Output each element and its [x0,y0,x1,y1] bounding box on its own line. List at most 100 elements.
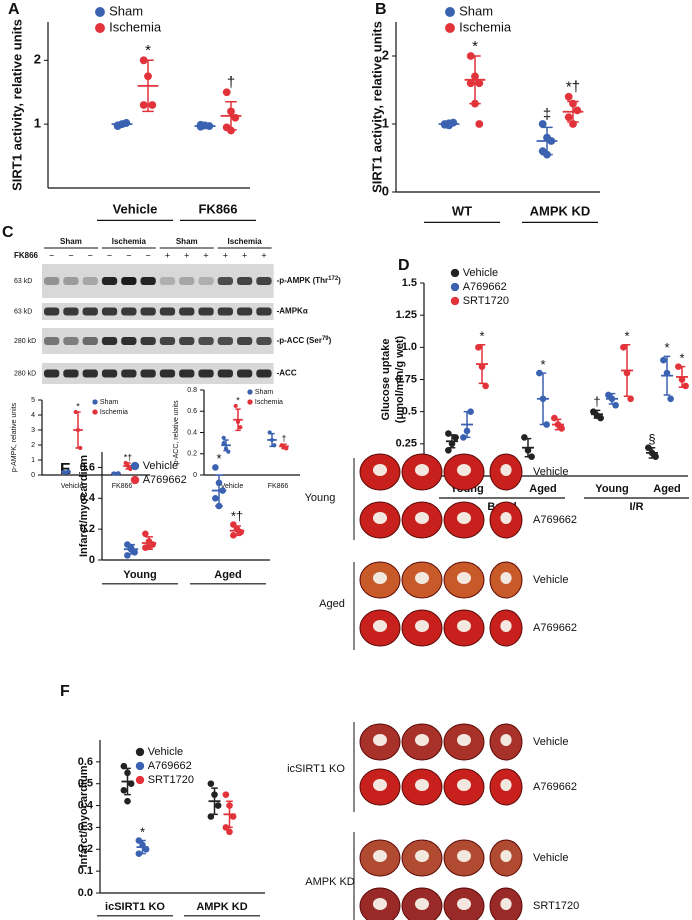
slice-cavity [500,734,512,746]
blot-band [198,307,214,316]
photo-row-label: Vehicle [533,466,568,478]
x-tick-label: Vehicle [113,201,158,216]
error-bar [63,470,69,474]
x-tick-label: WT [452,203,472,218]
blot-band [101,307,118,316]
slice-cavity [415,898,429,910]
panel-label: F [60,683,70,700]
data-point [222,824,230,831]
error-bar [199,123,211,129]
y-axis-label: SIRT1 activity, relative units [369,21,384,193]
blot-band [44,369,60,378]
slice-cavity [457,898,471,910]
data-point [660,356,667,364]
blot-band [82,337,98,345]
slice-cavity [415,572,429,584]
y-tick-label: 0.6 [78,756,93,768]
legend-label: SRT1720 [148,774,194,786]
data-point [212,464,219,471]
blot-row-label: -ACC [277,369,297,378]
legend-label: Ischemia [109,19,162,34]
error-bar [463,410,471,439]
blot-sign: + [184,250,189,260]
blot-band [63,277,79,285]
annotation: * [216,451,221,466]
error-bar [541,126,553,156]
blot-sign: − [68,250,73,260]
blot-band [237,337,253,345]
data-point [452,434,459,441]
y-tick-label: 0.4 [187,429,197,436]
y-tick-label: 0.2 [187,451,197,458]
annotation: * [145,42,151,59]
data-point [538,120,547,128]
error-bar [539,372,547,426]
y-tick-label: 1 [31,457,35,464]
blot-row-label-text: -AMPKα [277,307,308,316]
error-bar [113,472,119,475]
legend-marker [92,409,98,415]
blot-band [101,277,118,285]
annotation: * [140,824,145,839]
blot-band [159,277,176,285]
error-bar [215,474,223,507]
data-point [233,403,238,409]
error-bar [524,437,532,458]
error-bar [233,525,241,537]
blot-band [63,369,79,378]
error-bar [211,787,218,816]
error-bar [139,839,146,855]
y-tick-label: 0.75 [396,373,417,385]
slice-cavity [415,850,429,862]
annotation: * [624,328,629,343]
error-bar [443,121,455,127]
blot-band [101,337,118,345]
y-axis-label: p-ACC, relative units [173,400,180,465]
panel-label: E [60,461,71,478]
photo-group-label: AMPK KD [305,876,355,888]
data-point [612,401,619,409]
blot-band [82,277,98,285]
data-point [142,530,149,538]
blot-band [198,337,214,345]
blot-band [140,307,156,316]
legend-marker [95,23,105,33]
y-tick-label: 1.5 [402,277,417,289]
data-point [120,786,128,794]
y-tick-label: 0.25 [396,438,417,450]
photo-row-label: A769662 [533,781,577,793]
blot-band [179,307,195,316]
annotation: * [479,328,484,343]
photo-group-label: Aged [319,598,345,610]
slice-cavity [500,464,512,476]
x-tick-label: FK866 [268,483,289,490]
y-tick-label: 0 [193,472,197,479]
data-point [207,780,215,788]
data-point [124,552,131,559]
data-point [536,369,543,377]
blot-band [217,369,233,378]
photo-row-label: A769662 [533,622,577,634]
annotation: * [76,401,80,411]
error-bar [75,411,81,449]
legend-label: Sham [100,399,118,406]
data-point [135,850,143,857]
y-tick-label: 0 [31,472,35,479]
slice-cavity [457,512,471,524]
blot-band [63,337,79,345]
blot-mw: 280 kD [14,338,36,345]
data-point [482,382,489,390]
data-point [528,453,535,461]
blot-band [159,337,176,345]
legend-marker [247,399,253,405]
blot-band [140,277,156,285]
legend-marker [130,475,140,485]
blot-band [217,337,233,345]
data-point [475,79,484,88]
data-point [558,425,565,432]
error-bar [554,418,562,431]
blot-band [179,337,195,345]
error-bar [281,443,287,450]
data-point [466,79,475,88]
photo-row-label: A769662 [533,514,577,526]
